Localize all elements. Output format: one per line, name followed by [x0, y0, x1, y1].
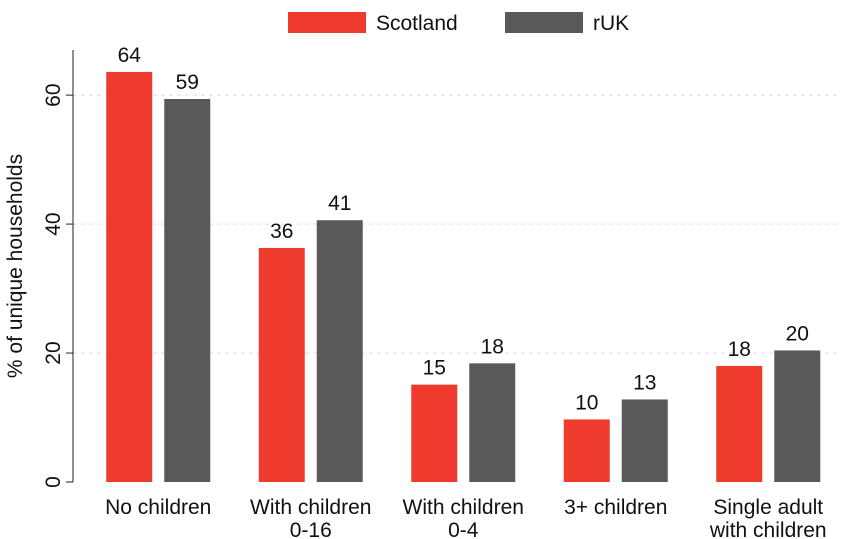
- y-tick-label: 0: [42, 476, 65, 488]
- legend-label: rUK: [593, 12, 629, 35]
- bar: [164, 99, 211, 482]
- value-label: 10: [575, 391, 598, 414]
- value-label: 13: [633, 371, 656, 394]
- value-label: 20: [786, 322, 809, 345]
- value-label: 64: [118, 44, 142, 67]
- x-tick-label: 3+ children: [564, 496, 667, 519]
- bar: [563, 419, 610, 482]
- value-label: 18: [728, 338, 751, 361]
- y-tick-label: 40: [42, 212, 65, 235]
- y-axis-title: % of unique households: [4, 154, 27, 378]
- bar: [469, 363, 516, 482]
- legend-label: Scotland: [376, 12, 458, 35]
- x-tick-label: With children: [403, 496, 524, 519]
- x-tick-label: 0-4: [448, 519, 479, 539]
- bar: [258, 247, 305, 482]
- bar: [621, 399, 668, 482]
- bar: [316, 220, 363, 483]
- x-tick-label: 0-16: [290, 519, 332, 539]
- y-tick-label: 20: [42, 341, 65, 364]
- value-label: 59: [176, 71, 199, 94]
- x-tick-label: No children: [105, 496, 211, 519]
- bar: [716, 365, 763, 482]
- x-tick-label: Single adult: [713, 496, 823, 519]
- value-label: 36: [270, 220, 293, 243]
- bar: [106, 71, 153, 482]
- legend-swatch: [288, 12, 366, 33]
- bar: [774, 350, 821, 482]
- legend-swatch: [505, 12, 583, 33]
- y-tick-label: 60: [42, 83, 65, 106]
- x-tick-label: With children: [250, 496, 371, 519]
- value-label: 15: [423, 357, 446, 380]
- x-tick-label: with children: [709, 519, 827, 539]
- value-label: 18: [481, 335, 504, 358]
- value-label: 41: [328, 192, 351, 215]
- bar: [411, 384, 458, 482]
